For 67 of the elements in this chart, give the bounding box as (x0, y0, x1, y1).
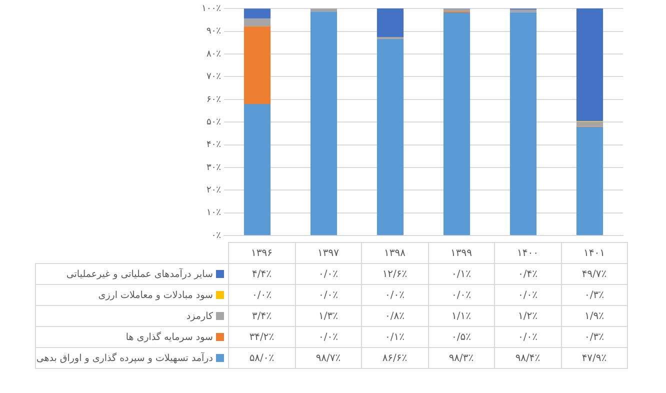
bar (244, 18, 271, 26)
data-label: ۹۸/۳٪ (428, 348, 494, 368)
y-tick-label: ۱۰٪ (206, 208, 222, 218)
data-label: ۰/۱٪ (362, 326, 428, 348)
data-label: ۴/۴٪ (228, 264, 295, 284)
legend-label: درآمد تسهیلات و سپرده گذاری و اوراق بدهی (36, 352, 213, 364)
bar (244, 26, 271, 104)
y-tick-label: ۵۰٪ (206, 117, 222, 128)
y-tick-label: ۹۰٪ (206, 26, 222, 37)
x-tick-label: ۱۳۹۷ (295, 242, 362, 264)
data-label: ۰/۵٪ (428, 326, 494, 348)
bar (510, 12, 537, 236)
data-label: ۰/۴٪ (494, 264, 561, 284)
y-tick-label: ۲۰٪ (206, 186, 222, 196)
legend-label: سایر درآمدهای عملیاتی و غیرعملیاتی (66, 268, 213, 280)
bar (576, 8, 604, 122)
y-tick-label: ۱۰۰٪ (202, 4, 222, 14)
data-label: ۰/۱٪ (428, 264, 494, 284)
y-tick-label: ۴۰٪ (206, 140, 222, 150)
y-tick-label: ۶۰٪ (206, 94, 222, 105)
data-label: ۰/۰٪ (494, 326, 561, 348)
data-label: ۳۴/۲٪ (228, 326, 295, 348)
x-tick-label: ۱۳۹۶ (228, 242, 295, 264)
legend-label: سود مبادلات و معاملات ارزی (98, 290, 213, 300)
data-label: ۴۹/۷٪ (561, 264, 628, 284)
data-label: ۰/۰٪ (295, 264, 362, 284)
legend-label: کارمزد (186, 310, 213, 322)
bar (576, 122, 604, 126)
y-tick-label: ۰٪ (211, 230, 222, 241)
data-label: ۳/۴٪ (228, 306, 295, 326)
bar (443, 8, 470, 12)
data-label: ۰/۰٪ (362, 284, 428, 306)
bar (576, 126, 604, 236)
data-label: ۹۸/۷٪ (295, 348, 362, 368)
data-label: ۹۸/۴٪ (494, 348, 561, 368)
data-label: ۱/۱٪ (428, 306, 494, 326)
data-label: ۰/۰٪ (295, 326, 362, 348)
data-label: ۰/۳٪ (561, 326, 628, 348)
data-label: ۰/۳٪ (561, 284, 628, 306)
x-tick-label: ۱۴۰۰ (494, 242, 561, 264)
bar (310, 8, 338, 12)
data-label: ۱/۹٪ (561, 306, 628, 326)
legend-label: سود سرمایه گذاری ها (126, 332, 213, 342)
x-tick-label: ۱۳۹۸ (362, 242, 428, 264)
bar (510, 10, 537, 12)
data-label: ۸۶/۶٪ (362, 348, 428, 368)
data-label: ۰/۰٪ (494, 284, 561, 306)
data-label: ۰/۰٪ (428, 284, 494, 306)
bar (310, 12, 338, 236)
data-label: ۱/۲٪ (494, 306, 561, 326)
bar (244, 8, 271, 19)
bar (376, 39, 404, 236)
data-label: ۰/۰٪ (228, 284, 295, 306)
bar (443, 12, 470, 236)
data-label: ۰/۸٪ (362, 306, 428, 326)
data-label: ۱/۳٪ (295, 306, 362, 326)
x-tick-label: ۱۳۹۹ (428, 242, 494, 264)
y-tick-label: ۷۰٪ (206, 72, 222, 82)
y-tick-label: ۳۰٪ (206, 162, 222, 173)
data-label: ۰/۰٪ (295, 284, 362, 306)
data-label: ۵۸/۰٪ (228, 348, 295, 368)
y-tick-label: ۸۰٪ (206, 49, 222, 60)
bar (244, 104, 271, 236)
data-label: ۱۲/۶٪ (362, 264, 428, 284)
bar (376, 8, 404, 37)
data-label: ۴۷/۹٪ (561, 348, 628, 368)
x-tick-label: ۱۴۰۱ (561, 242, 628, 264)
